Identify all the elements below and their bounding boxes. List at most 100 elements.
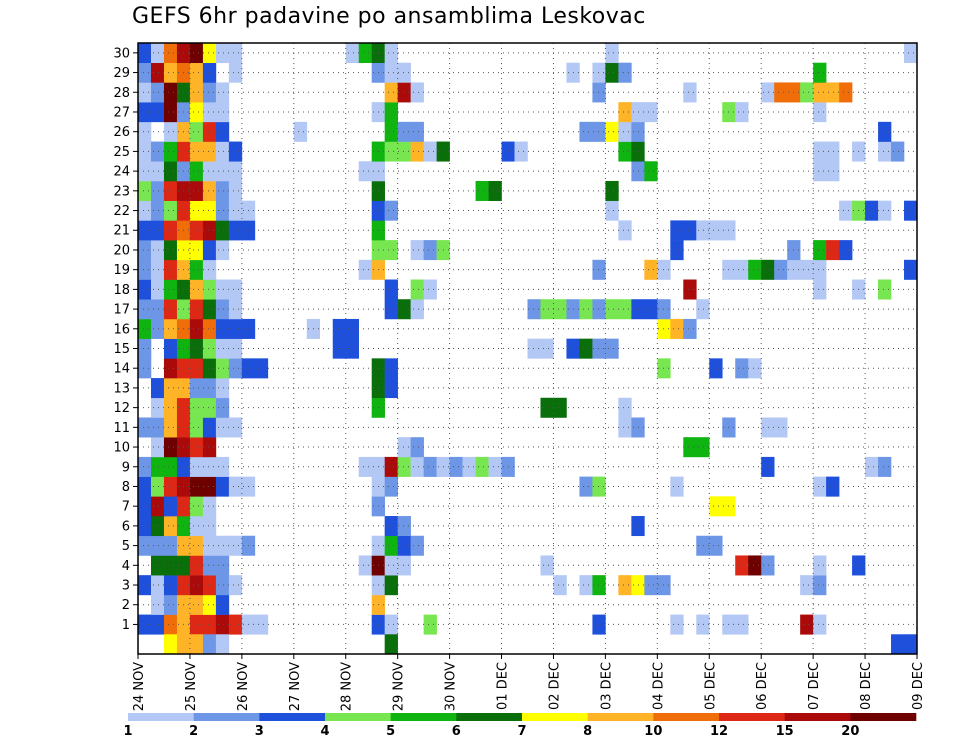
heatmap-cell xyxy=(138,141,152,162)
heatmap-cell xyxy=(618,397,632,418)
heatmap-cell xyxy=(189,43,204,64)
y-tick-label: 12 xyxy=(113,401,130,416)
heatmap-cell xyxy=(488,180,502,201)
heatmap-cell xyxy=(423,614,437,635)
heatmap-cell xyxy=(410,240,424,261)
y-tick-label: 25 xyxy=(113,145,130,160)
heatmap-cell xyxy=(150,102,165,123)
heatmap-cell xyxy=(163,614,178,635)
heatmap-cell xyxy=(397,437,411,458)
heatmap-cell xyxy=(202,397,217,418)
x-tick-label: 06 DEC xyxy=(755,662,770,710)
colorbar-label: 12 xyxy=(710,724,728,739)
heatmap-cell xyxy=(138,62,152,83)
heatmap-cell xyxy=(228,318,243,339)
heatmap-cell xyxy=(813,476,827,497)
heatmap-cell xyxy=(163,476,178,497)
chart-title: GEFS 6hr padavine po ansamblima Leskovac xyxy=(132,4,646,29)
heatmap-cell xyxy=(384,535,398,556)
heatmap-cell xyxy=(202,240,217,261)
y-tick-label: 15 xyxy=(113,342,130,357)
heatmap-cell xyxy=(709,220,723,241)
y-tick-label: 14 xyxy=(113,362,130,377)
heatmap-cell xyxy=(683,279,697,300)
heatmap-cell xyxy=(189,121,204,142)
heatmap-cell xyxy=(761,555,775,576)
y-tick-label: 11 xyxy=(113,421,130,436)
heatmap-cell xyxy=(696,437,710,458)
heatmap-cell xyxy=(163,141,178,162)
heatmap-cell xyxy=(215,575,230,596)
heatmap-cell xyxy=(215,378,230,399)
heatmap-cell xyxy=(138,121,152,142)
heatmap-cell xyxy=(202,161,217,182)
heatmap-cell xyxy=(138,417,152,438)
grid-lines xyxy=(138,43,917,654)
heatmap-cell xyxy=(202,575,217,596)
heatmap-cell xyxy=(215,338,230,359)
heatmap-cell xyxy=(189,516,204,537)
heatmap-cell xyxy=(202,437,217,458)
heatmap-cell xyxy=(826,476,840,497)
colorbar-segment xyxy=(390,713,457,721)
heatmap-cell xyxy=(228,180,243,201)
heatmap-cell xyxy=(150,200,165,221)
heatmap-cell xyxy=(163,62,178,83)
heatmap-cell xyxy=(813,279,827,300)
heatmap-cell xyxy=(202,62,217,83)
heatmap-cell xyxy=(150,299,165,320)
heatmap-cell xyxy=(150,378,165,399)
heatmap-cell xyxy=(189,535,204,556)
y-tick-label: 2 xyxy=(122,598,130,613)
x-tick-label: 30 NOV xyxy=(444,662,459,711)
heatmap-cell xyxy=(709,535,723,556)
heatmap-cell xyxy=(163,634,178,655)
heatmap-cell xyxy=(189,180,204,201)
colorbar-segment xyxy=(325,713,391,721)
colorbar-segment xyxy=(128,713,194,721)
heatmap-cell xyxy=(228,62,243,83)
heatmap-cell xyxy=(150,417,165,438)
heatmap-cell xyxy=(384,476,398,497)
x-tick-label: 07 DEC xyxy=(807,662,822,710)
heatmap-cell xyxy=(202,417,217,438)
heatmap-cell xyxy=(150,161,165,182)
heatmap-cell xyxy=(163,240,178,261)
heatmap-cell xyxy=(202,535,217,556)
heatmap-cell xyxy=(163,555,178,576)
heatmap-cell xyxy=(202,299,217,320)
heatmap-cell xyxy=(410,299,424,320)
heatmap-cell xyxy=(215,417,230,438)
y-tick-label: 19 xyxy=(113,263,130,278)
y-tick-label: 16 xyxy=(113,322,130,337)
heatmap-cell xyxy=(345,338,360,359)
colorbar-segment xyxy=(850,713,917,721)
heatmap-cell xyxy=(813,240,827,261)
heatmap-cell xyxy=(189,456,204,477)
heatmap-cell xyxy=(189,496,204,517)
y-tick-label: 22 xyxy=(113,204,130,219)
heatmap-cell xyxy=(644,102,658,123)
heatmap-cell xyxy=(397,535,411,556)
heatmap-cell xyxy=(878,121,892,142)
heatmap-cell xyxy=(592,614,606,635)
heatmap-cell xyxy=(215,397,230,418)
heatmap-cell xyxy=(202,318,217,339)
heatmap-cell xyxy=(138,102,152,123)
heatmap-cell xyxy=(813,161,827,182)
heatmap-cell xyxy=(878,279,892,300)
heatmap-cell xyxy=(189,200,204,221)
heatmap-cell xyxy=(215,358,230,379)
heatmap-cell xyxy=(138,200,152,221)
heatmap-cell xyxy=(384,43,398,64)
heatmap-cell xyxy=(150,259,165,280)
heatmap-cell xyxy=(163,535,178,556)
colorbar-label: 2 xyxy=(189,724,198,739)
heatmap-cell xyxy=(384,456,398,477)
heatmap-cell xyxy=(215,220,230,241)
heatmap-cell xyxy=(228,358,243,379)
heatmap-cell xyxy=(761,456,775,477)
x-tick-label: 04 DEC xyxy=(651,662,666,710)
heatmap-cell xyxy=(215,82,230,103)
